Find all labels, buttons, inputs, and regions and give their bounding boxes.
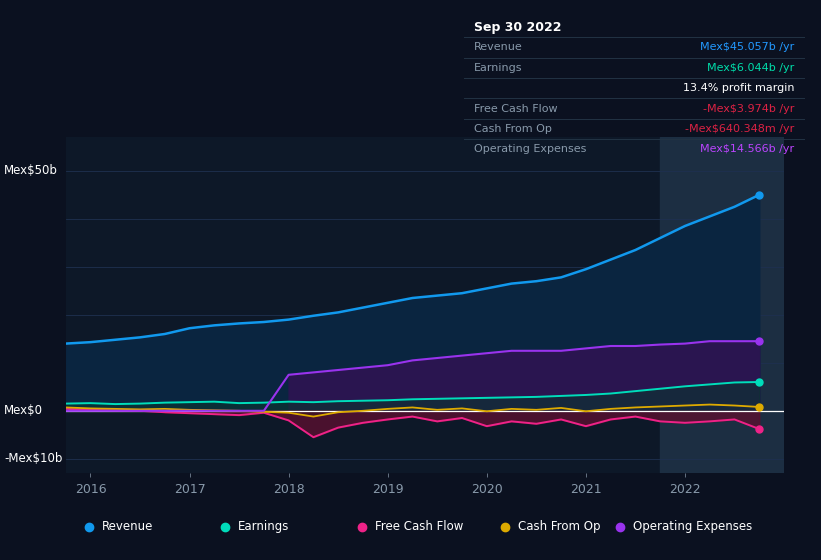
Text: Mex$6.044b /yr: Mex$6.044b /yr bbox=[707, 63, 795, 73]
Text: Mex$0: Mex$0 bbox=[4, 404, 44, 417]
Text: -Mex$3.974b /yr: -Mex$3.974b /yr bbox=[703, 104, 795, 114]
Text: Revenue: Revenue bbox=[474, 43, 523, 53]
Text: Earnings: Earnings bbox=[238, 520, 290, 533]
Text: Mex$50b: Mex$50b bbox=[4, 164, 58, 178]
Text: Free Cash Flow: Free Cash Flow bbox=[374, 520, 463, 533]
Text: Revenue: Revenue bbox=[102, 520, 153, 533]
Text: Sep 30 2022: Sep 30 2022 bbox=[474, 21, 562, 34]
Text: Operating Expenses: Operating Expenses bbox=[474, 144, 586, 155]
Text: -Mex$10b: -Mex$10b bbox=[4, 452, 62, 465]
Text: Free Cash Flow: Free Cash Flow bbox=[474, 104, 557, 114]
Text: Earnings: Earnings bbox=[474, 63, 523, 73]
Bar bbox=[660, 137, 784, 473]
Text: Mex$14.566b /yr: Mex$14.566b /yr bbox=[700, 144, 795, 155]
Text: Cash From Op: Cash From Op bbox=[474, 124, 552, 134]
Text: Cash From Op: Cash From Op bbox=[518, 520, 601, 533]
Text: -Mex$640.348m /yr: -Mex$640.348m /yr bbox=[685, 124, 795, 134]
Text: Operating Expenses: Operating Expenses bbox=[633, 520, 752, 533]
Text: 13.4% profit margin: 13.4% profit margin bbox=[683, 83, 795, 93]
Text: Mex$45.057b /yr: Mex$45.057b /yr bbox=[700, 43, 795, 53]
